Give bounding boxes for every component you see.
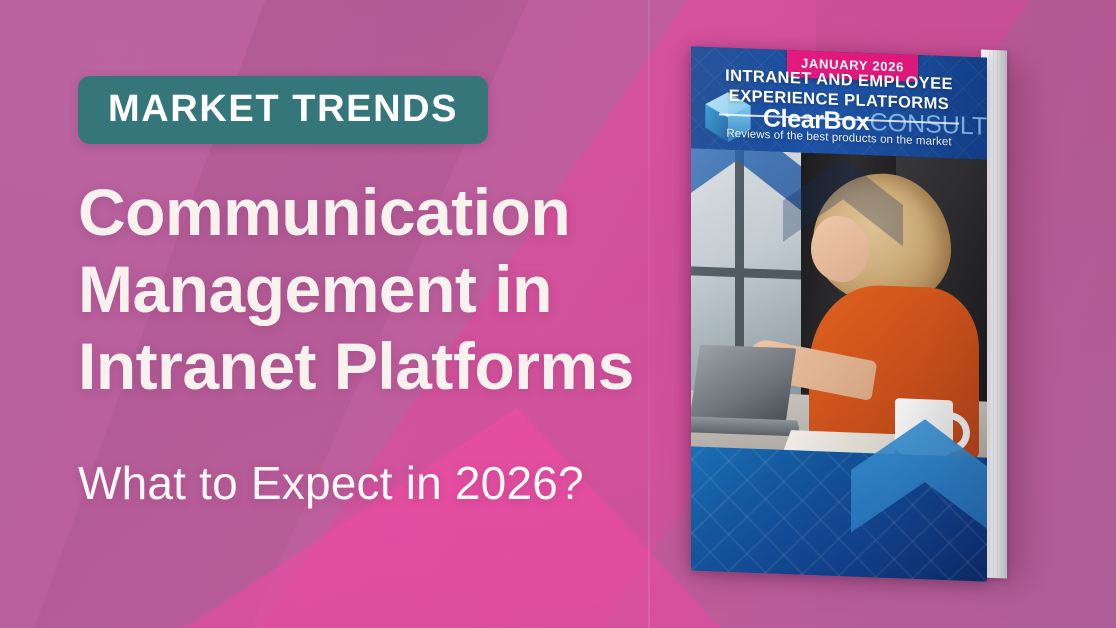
headline-line-2: Management in (78, 252, 552, 327)
book-mockup: JANUARY 2026 (683, 34, 1043, 585)
page-title: Communication Management in Intranet Pla… (78, 174, 678, 406)
photo-laptop (691, 344, 797, 422)
book-front-cover: JANUARY 2026 (691, 46, 987, 582)
headline-line-1: Communication (78, 175, 571, 249)
background-haze (0, 0, 440, 300)
headline-line-3: Intranet Platforms (78, 329, 634, 404)
cover-photo (691, 148, 987, 460)
market-trends-badge: MARKET TRENDS (78, 76, 489, 144)
background-seam (648, 0, 650, 628)
headline-column: MARKET TRENDS Communication Management i… (78, 76, 678, 508)
subheading: What to Expect in 2026? (78, 456, 584, 509)
